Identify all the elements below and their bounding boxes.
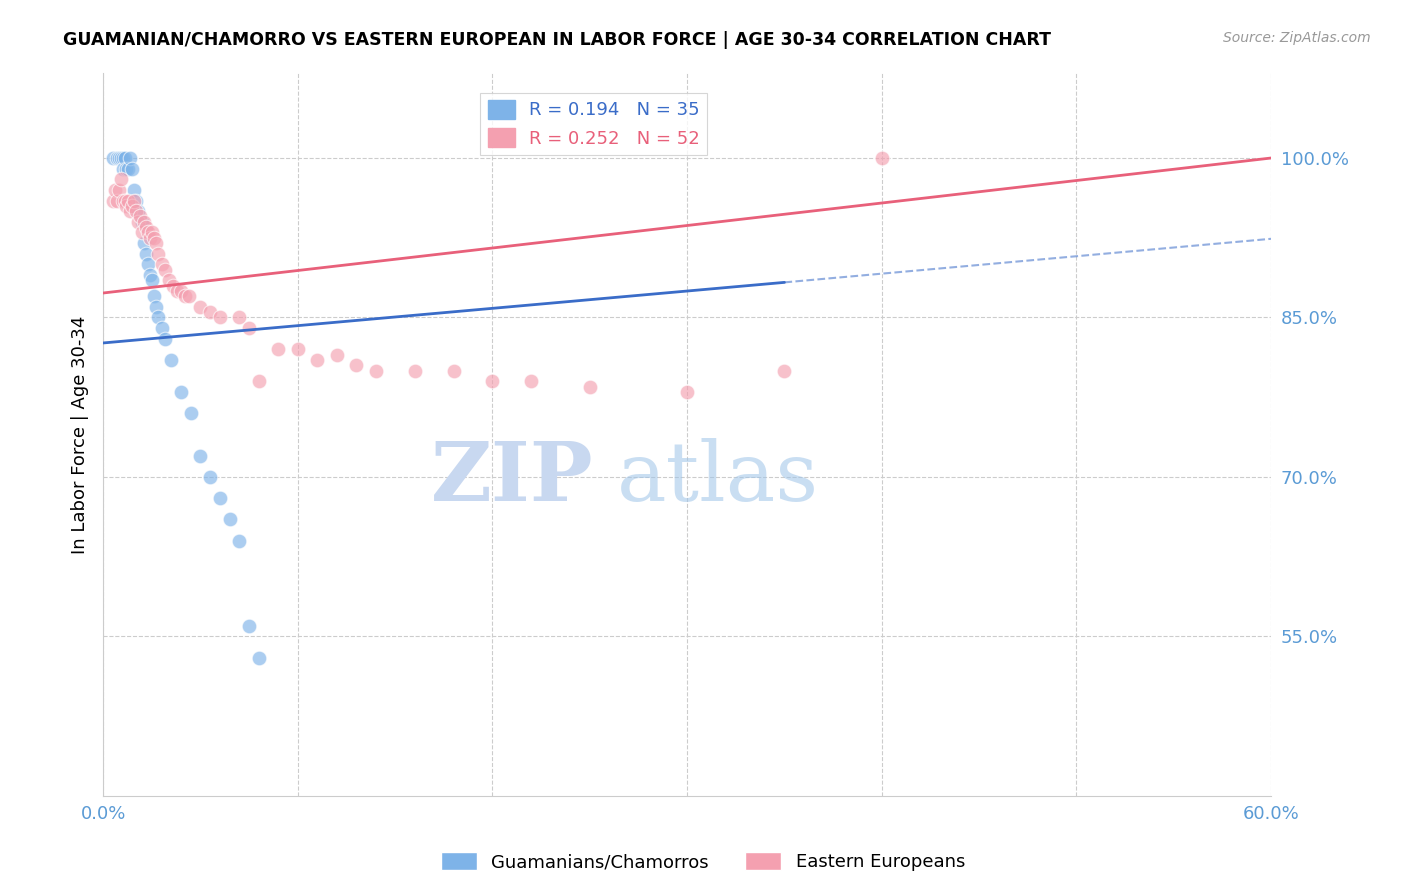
Point [481, 374, 503, 388]
Point [132, 215, 155, 229]
Point [101, 151, 124, 165]
Point [121, 199, 143, 213]
Point [127, 215, 149, 229]
Point [120, 204, 142, 219]
Point [170, 284, 193, 298]
Point [142, 231, 165, 245]
Text: atlas: atlas [617, 438, 820, 517]
Point [114, 194, 136, 208]
Point [124, 194, 146, 208]
Point [127, 204, 149, 219]
Point [238, 321, 260, 335]
Point [121, 161, 143, 176]
Text: GUAMANIAN/CHAMORRO VS EASTERN EUROPEAN IN LABOR FORCE | AGE 30-34 CORRELATION CH: GUAMANIAN/CHAMORRO VS EASTERN EUROPEAN I… [63, 31, 1052, 49]
Point [141, 273, 163, 287]
Point [141, 226, 163, 240]
Point [198, 470, 221, 484]
Point [139, 268, 162, 282]
Point [146, 246, 169, 260]
Point [166, 284, 188, 298]
Point [131, 215, 153, 229]
Point [218, 512, 240, 526]
Point [107, 151, 129, 165]
Text: ZIP: ZIP [432, 438, 593, 517]
Point [111, 151, 134, 165]
Point [101, 194, 124, 208]
Point [325, 348, 347, 362]
Point [115, 161, 138, 176]
Point [125, 204, 148, 219]
Point [114, 151, 136, 165]
Point [247, 374, 270, 388]
Point [146, 310, 169, 325]
Point [162, 278, 184, 293]
Point [773, 363, 796, 377]
Point [155, 262, 177, 277]
Point [132, 235, 155, 250]
Point [578, 379, 600, 393]
Y-axis label: In Labor Force | Age 30-34: In Labor Force | Age 30-34 [72, 315, 89, 554]
Point [135, 246, 157, 260]
Point [131, 226, 153, 240]
Point [190, 300, 212, 314]
Point [150, 321, 173, 335]
Point [198, 305, 221, 319]
Point [150, 257, 173, 271]
Point [208, 491, 231, 505]
Point [208, 310, 231, 325]
Point [287, 343, 309, 357]
Legend: Guamanians/Chamorros, Eastern Europeans: Guamanians/Chamorros, Eastern Europeans [433, 845, 973, 879]
Point [247, 650, 270, 665]
Point [870, 151, 893, 165]
Point [173, 289, 195, 303]
Point [104, 183, 127, 197]
Point [107, 183, 129, 197]
Point [142, 289, 165, 303]
Point [307, 353, 329, 368]
Point [124, 183, 146, 197]
Point [190, 449, 212, 463]
Point [115, 199, 138, 213]
Point [520, 374, 543, 388]
Point [129, 210, 152, 224]
Point [136, 257, 159, 271]
Point [267, 343, 290, 357]
Point [228, 533, 250, 548]
Point [160, 353, 183, 368]
Point [404, 363, 426, 377]
Point [111, 161, 134, 176]
Point [157, 273, 180, 287]
Point [443, 363, 465, 377]
Point [364, 363, 387, 377]
Point [111, 194, 134, 208]
Text: Source: ZipAtlas.com: Source: ZipAtlas.com [1223, 31, 1371, 45]
Point [155, 332, 177, 346]
Point [676, 384, 699, 399]
Point [180, 406, 202, 420]
Point [344, 359, 367, 373]
Point [135, 220, 157, 235]
Legend: R = 0.194   N = 35, R = 0.252   N = 52: R = 0.194 N = 35, R = 0.252 N = 52 [481, 93, 707, 155]
Point [136, 226, 159, 240]
Point [145, 235, 167, 250]
Point [139, 231, 162, 245]
Point [238, 618, 260, 632]
Point [120, 151, 142, 165]
Point [125, 194, 148, 208]
Point [117, 194, 139, 208]
Point [110, 151, 132, 165]
Point [177, 289, 200, 303]
Point [228, 310, 250, 325]
Point [170, 384, 193, 399]
Point [117, 161, 139, 176]
Point [105, 151, 128, 165]
Point [110, 172, 132, 186]
Point [105, 194, 128, 208]
Point [145, 300, 167, 314]
